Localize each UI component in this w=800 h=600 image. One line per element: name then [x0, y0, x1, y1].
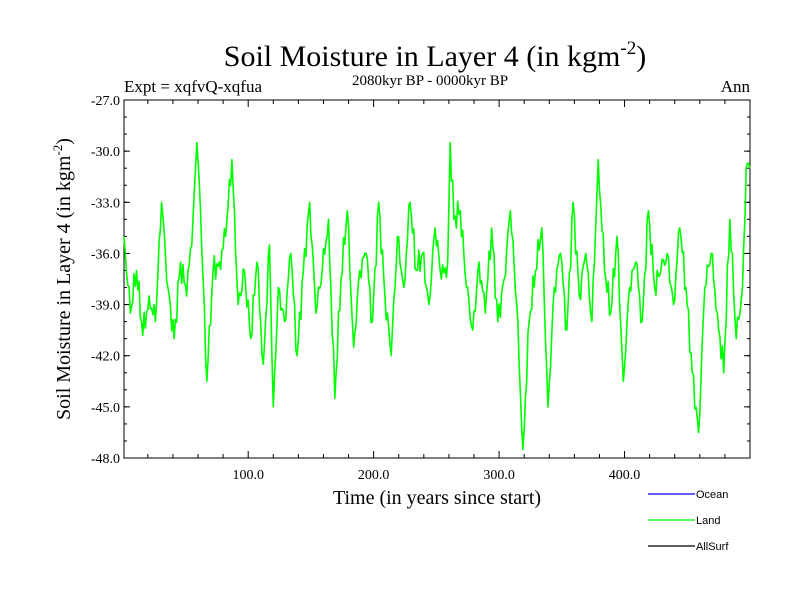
- y-tick-label: -39.0: [91, 299, 120, 314]
- x-axis: 100.0 200.0 300.0 400.0: [147, 100, 726, 483]
- legend-label-land: Land: [696, 515, 720, 527]
- legend-label-ocean: Ocean: [696, 489, 728, 501]
- y-axis: -27.0 -30.0 -33.0 -36.0 -39.0 -42.0 -45.0 -48.0: [91, 94, 750, 467]
- legend: Ocean Land AllSurf: [648, 489, 729, 553]
- y-axis-label-superscript: -2: [50, 145, 65, 156]
- y-tick-label: -36.0: [91, 247, 120, 262]
- x-tick-label: 300.0: [483, 468, 515, 483]
- experiment-label: Expt = xqfvQ-xqfua: [124, 77, 262, 96]
- plot-frame: [123, 99, 751, 459]
- chart-title-superscript: -2: [620, 38, 636, 59]
- x-tick-label: 200.0: [358, 468, 390, 483]
- y-axis-label: Soil Moisture in Layer 4 (in kgm-2): [50, 138, 75, 420]
- x-axis-label: Time (in years since start): [333, 487, 541, 509]
- x-tick-label: 400.0: [609, 468, 641, 483]
- season-label: Ann: [721, 77, 751, 96]
- chart-subtitle: 2080kyr BP - 0000kyr BP: [352, 73, 508, 89]
- legend-label-allsurf: AllSurf: [696, 541, 729, 553]
- y-tick-label: -45.0: [91, 401, 120, 416]
- series-line-land: [123, 141, 751, 451]
- y-tick-label: -27.0: [91, 94, 120, 109]
- y-tick-label: -33.0: [91, 196, 120, 211]
- x-tick-label: 100.0: [232, 468, 264, 483]
- y-tick-label: -48.0: [91, 452, 120, 467]
- chart-title: Soil Moisture in Layer 4 (in kgm-2): [224, 38, 646, 73]
- y-tick-label: -30.0: [91, 145, 120, 160]
- series-group: [123, 141, 751, 451]
- y-tick-label: -42.0: [91, 350, 120, 365]
